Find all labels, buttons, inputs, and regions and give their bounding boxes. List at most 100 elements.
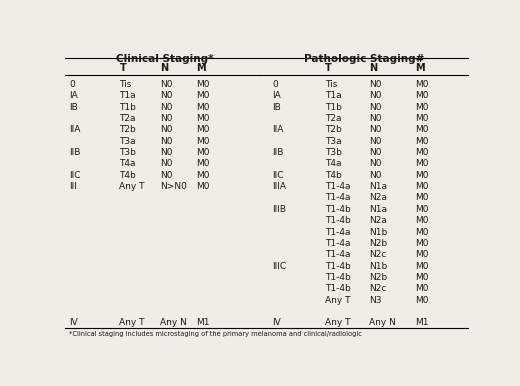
Text: III: III xyxy=(69,182,77,191)
Text: IIIA: IIIA xyxy=(272,182,287,191)
Text: M0: M0 xyxy=(415,159,429,168)
Text: T2a: T2a xyxy=(120,114,136,123)
Text: N1a: N1a xyxy=(369,182,387,191)
Text: T1-4b: T1-4b xyxy=(325,273,350,282)
Text: M0: M0 xyxy=(196,91,210,100)
Text: N2b: N2b xyxy=(369,239,387,248)
Text: M0: M0 xyxy=(415,91,429,100)
Text: Any T: Any T xyxy=(325,296,350,305)
Text: T1-4a: T1-4a xyxy=(325,250,350,259)
Text: N2c: N2c xyxy=(369,250,387,259)
Text: T2a: T2a xyxy=(325,114,342,123)
Text: M0: M0 xyxy=(415,137,429,146)
Text: Tis: Tis xyxy=(120,80,132,89)
Text: Tis: Tis xyxy=(325,80,337,89)
Text: M0: M0 xyxy=(196,80,210,89)
Text: 0: 0 xyxy=(69,80,75,89)
Text: N>N0: N>N0 xyxy=(160,182,187,191)
Text: T1a: T1a xyxy=(120,91,136,100)
Text: N0: N0 xyxy=(369,114,382,123)
Text: T: T xyxy=(325,63,332,73)
Text: T3b: T3b xyxy=(325,148,342,157)
Text: N0: N0 xyxy=(369,137,382,146)
Text: Any T: Any T xyxy=(325,318,350,327)
Text: N0: N0 xyxy=(160,114,172,123)
Text: M0: M0 xyxy=(415,216,429,225)
Text: T3a: T3a xyxy=(325,137,342,146)
Text: N0: N0 xyxy=(369,80,382,89)
Text: 0: 0 xyxy=(272,80,278,89)
Text: Any T: Any T xyxy=(120,318,145,327)
Text: T1-4a: T1-4a xyxy=(325,193,350,202)
Text: Any T: Any T xyxy=(120,182,145,191)
Text: Pathologic Staging#: Pathologic Staging# xyxy=(304,54,424,64)
Text: M0: M0 xyxy=(415,114,429,123)
Text: M0: M0 xyxy=(196,103,210,112)
Text: IV: IV xyxy=(272,318,281,327)
Text: IIB: IIB xyxy=(69,148,81,157)
Text: T: T xyxy=(120,63,126,73)
Text: T1-4b: T1-4b xyxy=(325,205,350,214)
Text: T4b: T4b xyxy=(325,171,342,180)
Text: T3a: T3a xyxy=(120,137,136,146)
Text: M0: M0 xyxy=(415,250,429,259)
Text: T1-4a: T1-4a xyxy=(325,227,350,237)
Text: M0: M0 xyxy=(415,239,429,248)
Text: M0: M0 xyxy=(415,205,429,214)
Text: N0: N0 xyxy=(160,91,172,100)
Text: M0: M0 xyxy=(415,227,429,237)
Text: T1-4b: T1-4b xyxy=(325,216,350,225)
Text: N2c: N2c xyxy=(369,284,387,293)
Text: T2b: T2b xyxy=(120,125,136,134)
Text: N0: N0 xyxy=(369,159,382,168)
Text: Any N: Any N xyxy=(369,318,396,327)
Text: T1b: T1b xyxy=(325,103,342,112)
Text: M0: M0 xyxy=(196,114,210,123)
Text: IIC: IIC xyxy=(69,171,81,180)
Text: M1: M1 xyxy=(415,318,429,327)
Text: M0: M0 xyxy=(415,193,429,202)
Text: T4a: T4a xyxy=(325,159,342,168)
Text: IIIC: IIIC xyxy=(272,262,287,271)
Text: IB: IB xyxy=(69,103,78,112)
Text: IA: IA xyxy=(69,91,78,100)
Text: N0: N0 xyxy=(160,103,172,112)
Text: N0: N0 xyxy=(369,103,382,112)
Text: M0: M0 xyxy=(415,284,429,293)
Text: N1a: N1a xyxy=(369,205,387,214)
Text: M: M xyxy=(196,63,205,73)
Text: N: N xyxy=(369,63,378,73)
Text: N1b: N1b xyxy=(369,227,387,237)
Text: N0: N0 xyxy=(369,171,382,180)
Text: N0: N0 xyxy=(160,148,172,157)
Text: N0: N0 xyxy=(160,125,172,134)
Text: M0: M0 xyxy=(415,273,429,282)
Text: IIA: IIA xyxy=(69,125,81,134)
Text: T1-4b: T1-4b xyxy=(325,262,350,271)
Text: T4a: T4a xyxy=(120,159,136,168)
Text: N0: N0 xyxy=(369,91,382,100)
Text: IIIB: IIIB xyxy=(272,205,287,214)
Text: N: N xyxy=(160,63,168,73)
Text: N2a: N2a xyxy=(369,216,387,225)
Text: M0: M0 xyxy=(196,182,210,191)
Text: N2b: N2b xyxy=(369,273,387,282)
Text: M0: M0 xyxy=(196,159,210,168)
Text: M0: M0 xyxy=(415,262,429,271)
Text: T3b: T3b xyxy=(120,148,136,157)
Text: T2b: T2b xyxy=(325,125,342,134)
Text: T1b: T1b xyxy=(120,103,136,112)
Text: M0: M0 xyxy=(415,148,429,157)
Text: N0: N0 xyxy=(160,80,172,89)
Text: M0: M0 xyxy=(415,125,429,134)
Text: M0: M0 xyxy=(196,148,210,157)
Text: N0: N0 xyxy=(160,171,172,180)
Text: *Clinical staging includes microstaging of the primary melanoma and clinical/rad: *Clinical staging includes microstaging … xyxy=(69,331,362,337)
Text: IIC: IIC xyxy=(272,171,284,180)
Text: IB: IB xyxy=(272,103,281,112)
Text: M1: M1 xyxy=(196,318,210,327)
Text: M0: M0 xyxy=(196,171,210,180)
Text: IV: IV xyxy=(69,318,78,327)
Text: T1-4a: T1-4a xyxy=(325,239,350,248)
Text: M0: M0 xyxy=(415,182,429,191)
